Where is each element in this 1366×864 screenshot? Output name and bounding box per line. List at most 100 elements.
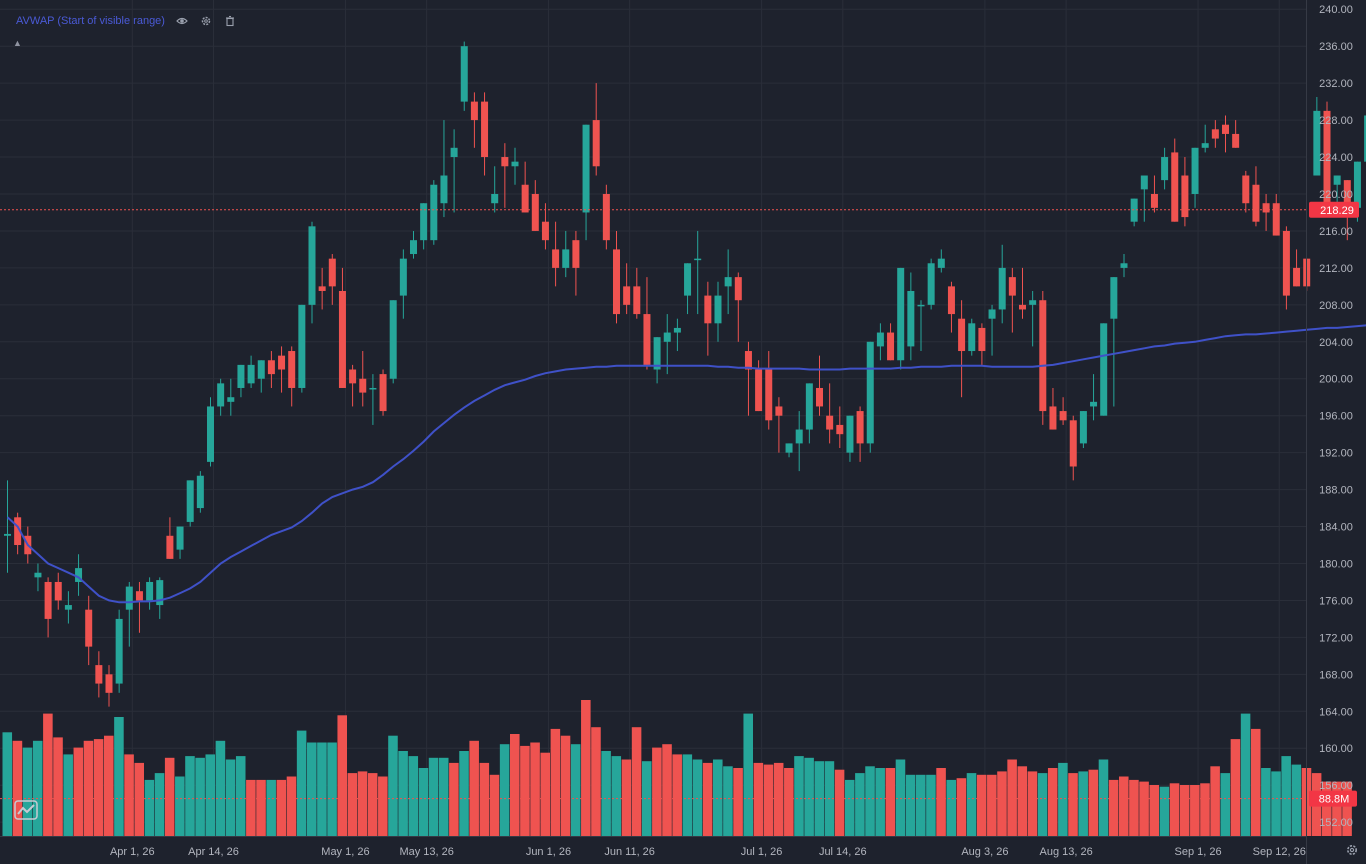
candle xyxy=(562,230,570,278)
x-tick-label: Jun 11, 26 xyxy=(604,846,655,858)
candle xyxy=(328,254,336,305)
candle xyxy=(237,364,245,398)
volume-bar xyxy=(601,751,611,836)
candle xyxy=(1079,411,1087,449)
candle xyxy=(775,397,783,453)
volume-bar xyxy=(1230,739,1241,836)
volume-bar xyxy=(317,742,327,836)
eye-icon[interactable] xyxy=(175,14,189,28)
candle xyxy=(257,360,265,393)
volume-bar xyxy=(966,773,977,836)
volume-bar xyxy=(591,727,601,836)
volume-bar xyxy=(702,762,713,836)
x-tick-label: Sep 12, 26 xyxy=(1253,846,1306,858)
indicator-title[interactable]: AVWAP (Start of visible range) xyxy=(16,15,165,27)
volume-bar xyxy=(286,776,297,836)
volume-bar xyxy=(1139,781,1149,836)
x-tick-label: Jul 1, 26 xyxy=(741,846,783,858)
volume-bar xyxy=(1210,766,1220,836)
candle xyxy=(846,415,854,462)
candle xyxy=(54,572,62,610)
volume-bar xyxy=(814,761,825,836)
volume-bar xyxy=(93,739,104,836)
candle xyxy=(866,341,874,453)
y-tick-label: 184.00 xyxy=(1319,522,1353,534)
candle xyxy=(1313,96,1321,176)
candle xyxy=(267,351,275,388)
volume-bar xyxy=(1179,785,1190,836)
volume-bar xyxy=(1271,771,1281,836)
candle xyxy=(623,263,631,315)
candle xyxy=(1140,175,1148,222)
volume-bar xyxy=(479,762,490,836)
candle xyxy=(247,355,255,388)
candle xyxy=(125,581,133,647)
volume-bar xyxy=(1261,768,1271,836)
candle xyxy=(917,300,925,352)
candle xyxy=(1232,120,1240,148)
candle xyxy=(765,351,773,430)
candle xyxy=(105,665,113,707)
volume-bar xyxy=(144,779,155,836)
candle xyxy=(897,267,905,370)
volume-bar xyxy=(388,735,398,836)
volume-bar xyxy=(997,771,1007,836)
volume-bar xyxy=(276,779,287,836)
volume-bar xyxy=(652,747,662,836)
candle xyxy=(4,480,11,573)
candle xyxy=(694,230,702,315)
chart-settings-gear-icon[interactable] xyxy=(1340,838,1364,862)
volume-bar xyxy=(449,762,459,836)
volume-bar xyxy=(1078,771,1088,836)
price-axis[interactable]: 240.00 236.00 232.00 228.00 224.00 220.00 216.… xyxy=(1306,0,1353,864)
volume-bar xyxy=(672,754,682,836)
volume-bar xyxy=(641,761,652,836)
volume-bar xyxy=(905,774,916,836)
candle xyxy=(186,480,194,527)
time-axis[interactable]: Apr 1, 26 Apr 14, 26 May 1, 26 May 13, 26 Ju… xyxy=(110,846,1306,858)
candle xyxy=(166,517,174,559)
candle xyxy=(85,595,93,666)
volume-bar xyxy=(682,754,693,836)
candle xyxy=(470,92,478,148)
candle xyxy=(1019,267,1026,319)
candle xyxy=(1323,101,1331,218)
trash-icon[interactable] xyxy=(223,14,237,28)
candle xyxy=(684,263,692,315)
volume-bar xyxy=(235,756,246,836)
x-tick-label: Apr 1, 26 xyxy=(110,846,155,858)
candle xyxy=(947,281,955,333)
volume-bar xyxy=(246,779,256,836)
volume-bar xyxy=(2,732,13,836)
candle xyxy=(1100,323,1108,416)
volume-bar xyxy=(1200,783,1210,836)
x-tick-label: Apr 14, 26 xyxy=(188,846,239,858)
candle xyxy=(389,300,397,384)
candle xyxy=(430,180,438,245)
volume-bar xyxy=(976,774,987,836)
candle xyxy=(460,41,468,111)
volume-bar xyxy=(83,740,94,836)
candle xyxy=(491,166,499,213)
gear-icon[interactable] xyxy=(199,14,213,28)
candle xyxy=(481,92,489,176)
tradingview-logo-icon xyxy=(14,800,40,820)
collapse-legend-icon[interactable]: ▲ xyxy=(13,38,22,48)
volume-bar xyxy=(469,740,479,836)
y-tick-label: 156.00 xyxy=(1319,780,1353,792)
volume-bar xyxy=(1240,713,1251,836)
candle xyxy=(552,221,560,287)
volume-bar xyxy=(489,774,500,836)
candle xyxy=(379,369,387,416)
volume-bar xyxy=(114,717,124,836)
y-tick-label: 204.00 xyxy=(1319,337,1353,349)
y-tick-label: 200.00 xyxy=(1319,374,1353,386)
volume-bar xyxy=(1281,756,1291,836)
candle xyxy=(633,267,641,319)
volume-bar xyxy=(743,713,753,836)
volume-bar xyxy=(459,751,469,836)
volume-bar xyxy=(753,762,764,836)
volume-bar xyxy=(1332,781,1342,836)
